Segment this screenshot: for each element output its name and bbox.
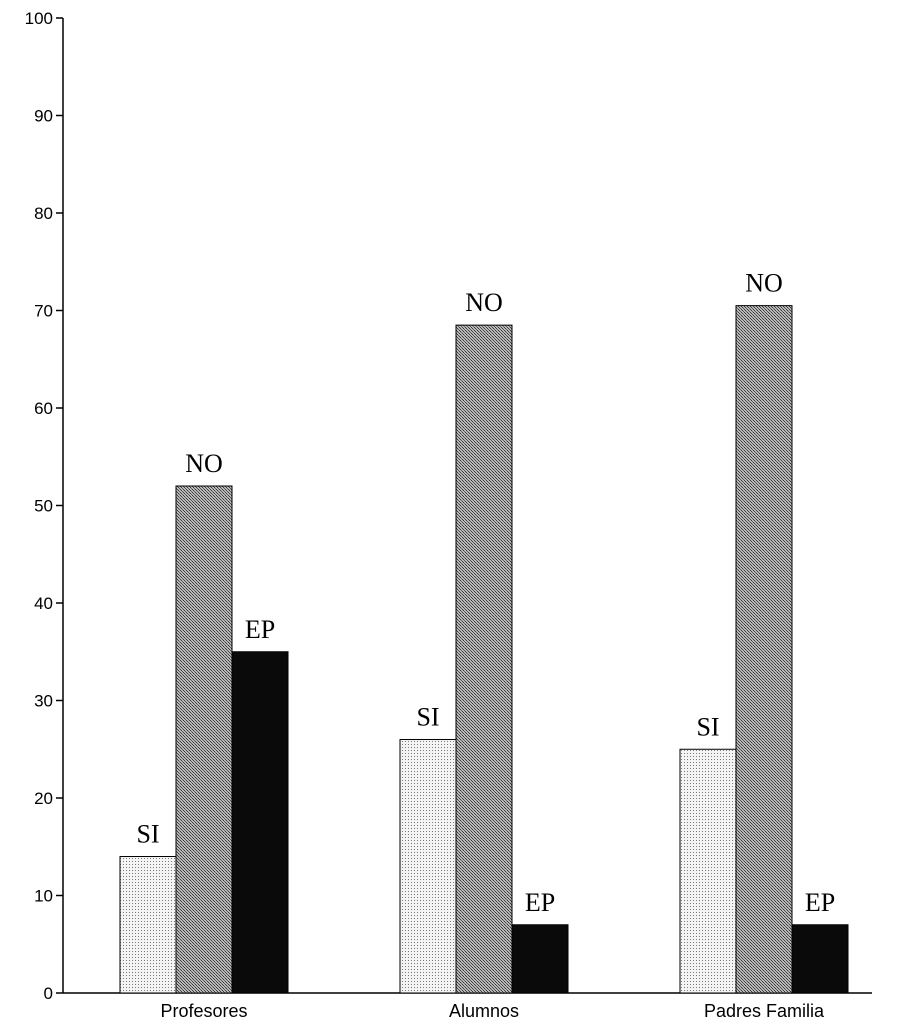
y-tick-label: 0 xyxy=(44,984,53,1003)
x-category-label: Padres Familia xyxy=(704,1001,825,1021)
bar-label-si: SI xyxy=(696,712,719,741)
bar-si xyxy=(679,748,737,994)
y-tick-label: 20 xyxy=(34,789,53,808)
bar-no xyxy=(455,324,513,994)
y-tick-label: 50 xyxy=(34,497,53,516)
bar-ep xyxy=(231,651,289,994)
bar-label-no: NO xyxy=(185,449,223,478)
y-tick-label: 100 xyxy=(25,9,53,28)
bar-ep xyxy=(511,924,569,994)
y-tick-label: 90 xyxy=(34,107,53,126)
x-category-label: Alumnos xyxy=(449,1001,519,1021)
bar-label-ep: EP xyxy=(245,615,275,644)
bar-label-si: SI xyxy=(416,703,439,732)
y-tick-label: 40 xyxy=(34,594,53,613)
bar-label-si: SI xyxy=(136,820,159,849)
x-category-label: Profesores xyxy=(160,1001,247,1021)
y-tick-label: 30 xyxy=(34,692,53,711)
bar-si xyxy=(119,856,177,994)
bar-ep xyxy=(791,924,849,994)
bar-no xyxy=(175,485,233,994)
y-tick-label: 70 xyxy=(34,302,53,321)
bar-no xyxy=(735,305,793,994)
bar-label-no: NO xyxy=(465,288,503,317)
bar-label-ep: EP xyxy=(525,888,555,917)
bar-label-ep: EP xyxy=(805,888,835,917)
bar-si xyxy=(399,739,457,994)
bar-label-no: NO xyxy=(745,269,783,298)
y-tick-label: 60 xyxy=(34,399,53,418)
y-tick-label: 10 xyxy=(34,887,53,906)
y-tick-label: 80 xyxy=(34,204,53,223)
